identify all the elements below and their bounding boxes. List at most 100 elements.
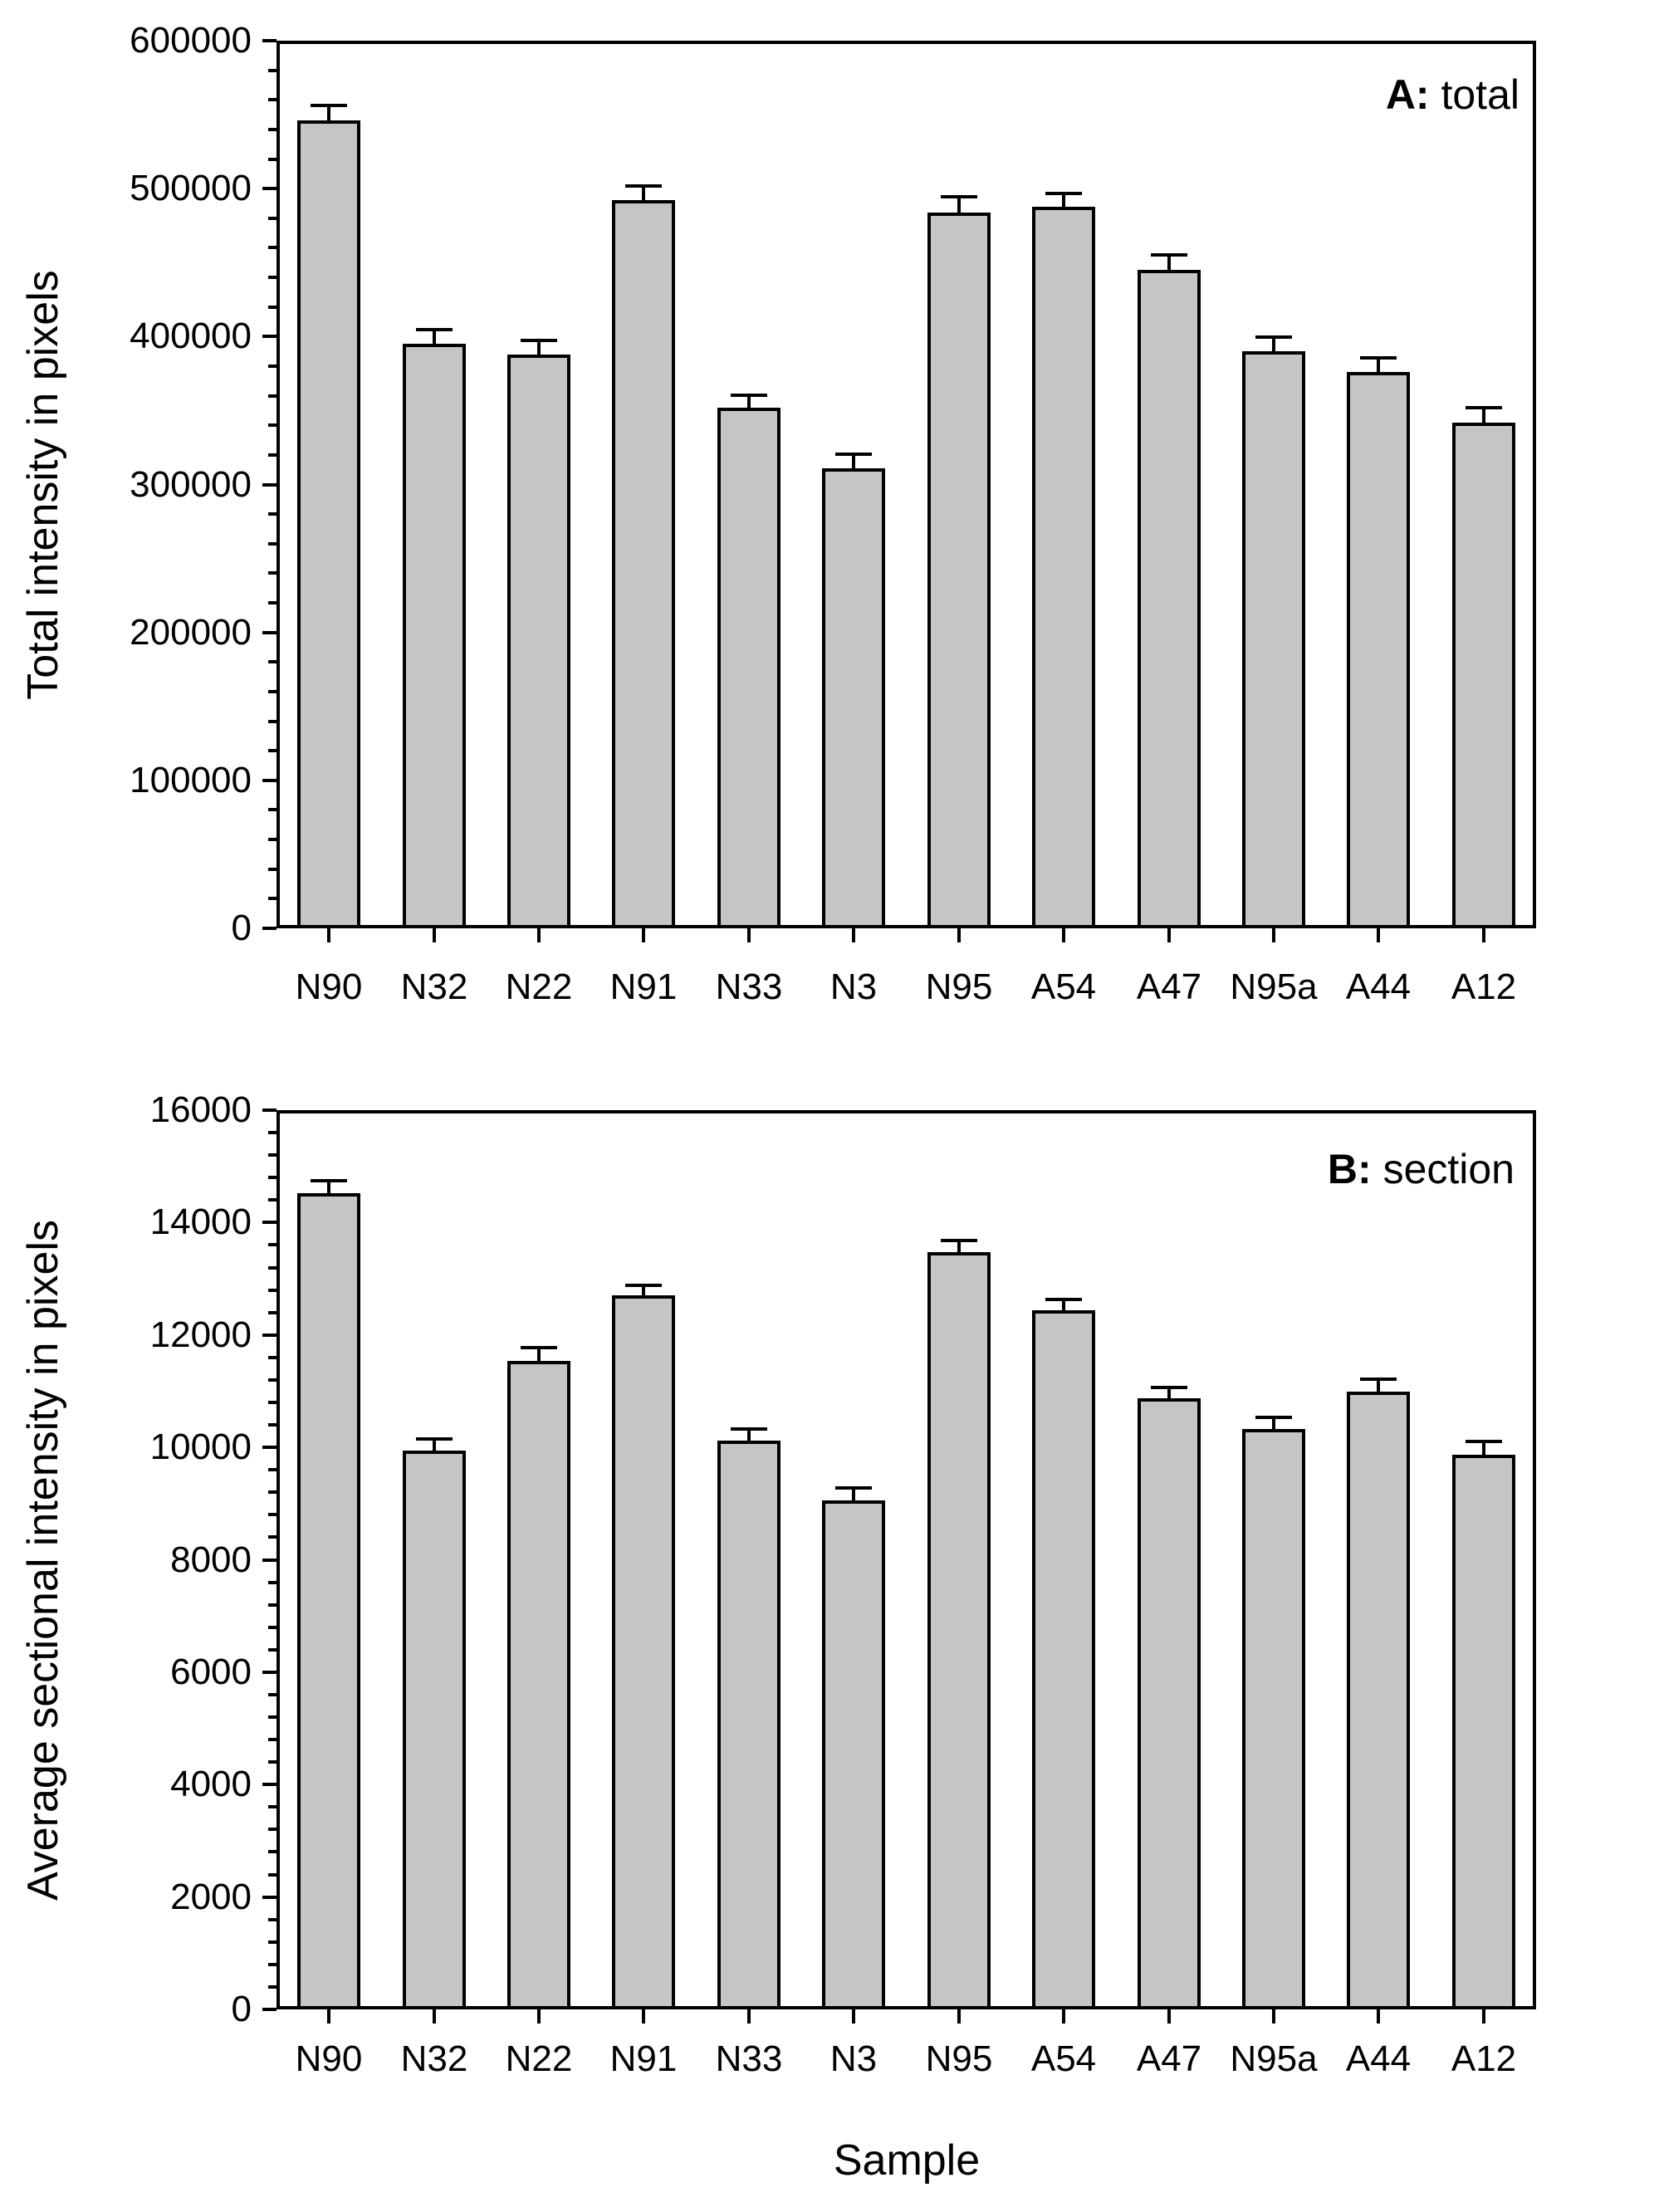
y-tick-label: 16000 <box>149 1089 252 1130</box>
y-minor-tick <box>268 1805 276 1808</box>
bar <box>1347 372 1410 928</box>
error-bar-cap <box>1466 1440 1502 1443</box>
bar <box>507 1361 570 2009</box>
error-bar-line <box>747 395 751 409</box>
y-minor-tick <box>268 1401 276 1404</box>
x-tick-label: N22 <box>505 967 573 1007</box>
error-bar-line <box>1377 1379 1380 1393</box>
y-tick-label: 6000 <box>170 1652 252 1692</box>
y-minor-tick <box>268 1356 276 1359</box>
x-tick <box>747 928 751 942</box>
y-minor-tick <box>268 158 276 161</box>
x-tick <box>1377 2009 1380 2024</box>
y-major-tick <box>262 779 276 782</box>
y-major-tick <box>262 1783 276 1786</box>
error-bar-line <box>642 1285 645 1298</box>
bar <box>297 120 360 928</box>
panel-b-y-axis-title: Average sectional intensity in pixels <box>19 1219 67 1901</box>
bar <box>1138 270 1201 928</box>
bar <box>1138 1398 1201 2009</box>
y-tick-label: 200000 <box>130 612 252 653</box>
bar <box>1242 351 1305 928</box>
y-major-tick <box>262 335 276 338</box>
x-tick-label: A12 <box>1451 967 1517 1007</box>
error-bar-cap <box>416 328 453 331</box>
y-tick-label: 8000 <box>170 1539 252 1580</box>
error-bar-cap <box>835 1486 872 1490</box>
x-tick-label: N95 <box>925 967 993 1007</box>
error-bar-cap <box>625 1284 662 1287</box>
x-axis-title: Sample <box>833 2136 981 2185</box>
y-minor-tick <box>268 1581 276 1584</box>
x-tick <box>642 928 645 942</box>
x-tick <box>433 928 436 942</box>
y-minor-tick <box>268 1873 276 1877</box>
error-bar-cap <box>941 1239 977 1242</box>
y-major-tick <box>262 1334 276 1337</box>
x-tick-label: A44 <box>1345 2038 1412 2079</box>
y-minor-tick <box>268 1940 276 1944</box>
x-tick <box>537 2009 541 2024</box>
x-tick <box>327 2009 330 2024</box>
error-bar-line <box>852 1488 855 1502</box>
error-bar-line <box>1062 1299 1065 1312</box>
y-minor-tick <box>268 276 276 279</box>
y-minor-tick <box>268 1648 276 1652</box>
error-bar-cap <box>1045 192 1082 195</box>
error-bar-cap <box>835 453 872 456</box>
y-minor-tick <box>268 453 276 457</box>
y-minor-tick <box>268 1738 276 1741</box>
y-minor-tick <box>268 1963 276 1966</box>
error-bar-cap <box>1466 406 1502 409</box>
error-bar-line <box>1482 1441 1485 1456</box>
y-tick-label: 400000 <box>130 316 252 356</box>
bar <box>403 1451 466 2009</box>
y-minor-tick <box>268 512 276 516</box>
y-minor-tick <box>268 1603 276 1607</box>
x-tick-label: A54 <box>1030 2038 1097 2079</box>
error-bar-line <box>1272 337 1275 353</box>
x-tick <box>433 2009 436 2024</box>
x-tick-label: N3 <box>829 967 878 1007</box>
error-bar-cap <box>1360 356 1397 360</box>
y-minor-tick <box>268 1760 276 1764</box>
y-major-tick <box>262 483 276 487</box>
y-minor-tick <box>268 365 276 368</box>
y-minor-tick <box>268 394 276 398</box>
x-tick-label: N32 <box>400 967 468 1007</box>
y-tick-label: 300000 <box>130 464 252 505</box>
y-minor-tick <box>268 246 276 249</box>
x-tick-label: N91 <box>609 967 678 1007</box>
x-tick <box>537 928 541 942</box>
y-major-tick <box>262 1221 276 1224</box>
y-minor-tick <box>268 1311 276 1314</box>
panel-a-title-text: total <box>1429 71 1519 118</box>
y-minor-tick <box>268 660 276 663</box>
error-bar-line <box>957 1241 961 1254</box>
error-bar-cap <box>1255 1416 1292 1419</box>
x-tick <box>1062 928 1065 942</box>
y-minor-tick <box>268 601 276 604</box>
bar <box>612 200 675 928</box>
x-tick <box>1167 2009 1171 2024</box>
x-tick <box>1482 928 1485 942</box>
panel-b-title-letter: B: <box>1327 1146 1372 1192</box>
y-tick-label: 4000 <box>170 1764 252 1804</box>
y-minor-tick <box>268 749 276 752</box>
y-major-tick <box>262 2008 276 2011</box>
x-tick-label: N90 <box>295 2038 363 2079</box>
y-tick-label: 2000 <box>170 1877 252 1917</box>
y-tick-label: 100000 <box>130 760 252 800</box>
bar <box>1452 423 1515 928</box>
y-tick-label: 0 <box>231 908 252 948</box>
x-tick <box>1167 928 1171 942</box>
x-tick <box>1272 2009 1275 2024</box>
panel-a-title: A: total <box>1386 71 1519 118</box>
y-minor-tick <box>268 1513 276 1516</box>
y-minor-tick <box>268 306 276 309</box>
x-tick-label: A44 <box>1345 967 1412 1007</box>
error-bar-line <box>327 1181 330 1195</box>
y-minor-tick <box>268 1198 276 1201</box>
bar <box>1032 1310 1095 2009</box>
